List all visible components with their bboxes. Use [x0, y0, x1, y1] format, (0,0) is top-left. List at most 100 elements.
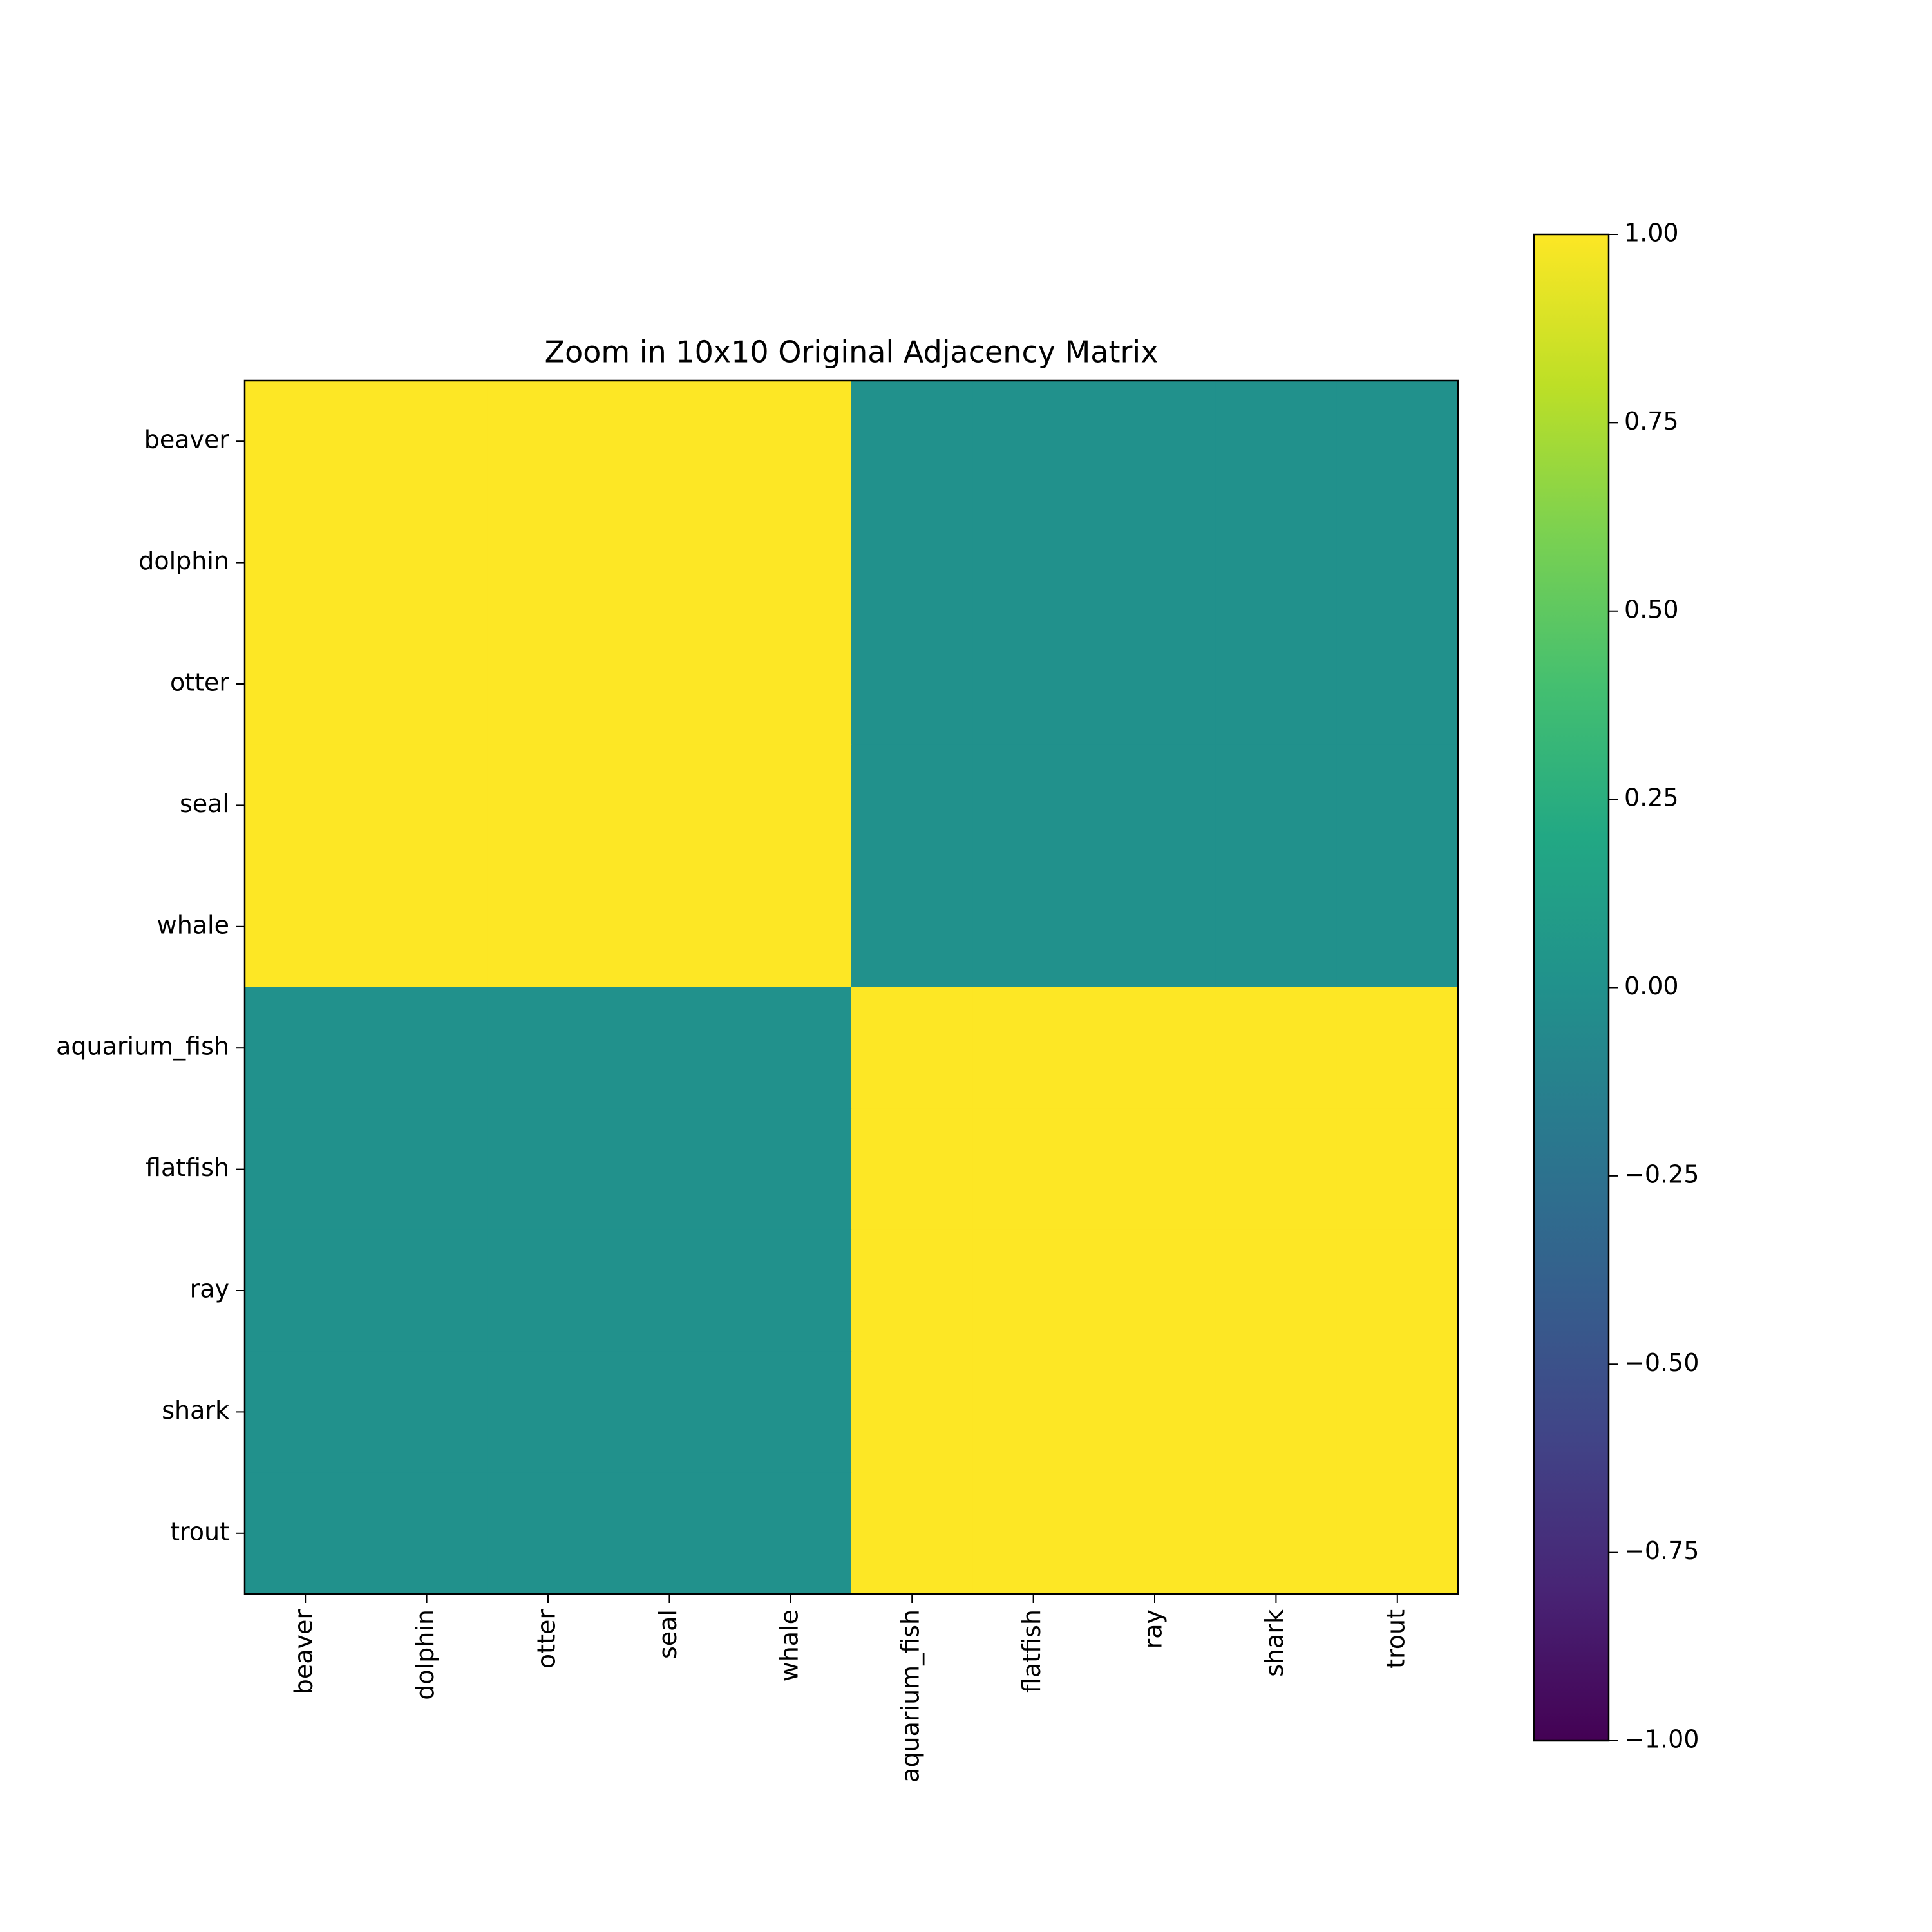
x-tick-label: ray	[1139, 1609, 1168, 1649]
heatmap-cell	[972, 623, 1095, 745]
heatmap-cell	[730, 987, 852, 1109]
heatmap-cell	[245, 987, 366, 1109]
colorbar	[1533, 233, 1610, 1742]
heatmap-cell	[851, 987, 973, 1109]
heatmap-cell	[1336, 1229, 1459, 1352]
heatmap-cell	[366, 623, 488, 745]
heatmap-cell	[366, 866, 488, 988]
heatmap-cell	[366, 1351, 488, 1473]
heatmap-cell	[366, 744, 488, 867]
x-tick-label: shark	[1260, 1609, 1289, 1677]
heatmap-cell	[609, 1108, 731, 1231]
heatmap-cell	[1094, 866, 1216, 988]
heatmap-cell	[730, 623, 852, 745]
heatmap-cell	[851, 866, 973, 988]
heatmap-cell	[972, 1108, 1095, 1231]
x-tick-label: trout	[1381, 1609, 1410, 1669]
x-tick-label: otter	[533, 1609, 561, 1669]
y-tick-label: otter	[170, 668, 229, 697]
heatmap-cell	[972, 987, 1095, 1109]
heatmap-cell	[1336, 987, 1459, 1109]
heatmap-cell	[609, 987, 731, 1109]
colorbar-tick-label: 1.00	[1624, 219, 1679, 247]
heatmap-cell	[1336, 1351, 1459, 1473]
heatmap-cell	[730, 381, 852, 502]
y-tick-label: flatfish	[146, 1153, 229, 1182]
heatmap-cell	[1336, 866, 1459, 988]
heatmap-cell	[1094, 623, 1216, 745]
colorbar-tick-label: 0.75	[1624, 407, 1679, 435]
heatmap-cell	[851, 1229, 973, 1352]
heatmap-cell	[245, 381, 366, 502]
y-tick-label: ray	[190, 1275, 229, 1303]
heatmap-cell	[366, 502, 488, 624]
heatmap-cell	[1215, 623, 1338, 745]
colorbar-tick-label: 0.50	[1624, 595, 1679, 623]
plot-frame	[243, 379, 1459, 1595]
colorbar-tick-label: −0.25	[1624, 1160, 1699, 1188]
heatmap-cell	[1215, 1229, 1338, 1352]
colorbar-tick-label: −0.75	[1624, 1537, 1699, 1565]
heatmap-cell	[487, 1229, 609, 1352]
heatmap-cell	[487, 987, 609, 1109]
heatmap-cell	[609, 1472, 731, 1595]
heatmap-cell	[487, 1472, 609, 1595]
heatmap-cell	[1094, 502, 1216, 624]
heatmap-cell	[245, 623, 366, 745]
heatmap-cell	[1336, 1472, 1459, 1595]
heatmap-cell	[730, 502, 852, 624]
heatmap-cell	[1215, 1108, 1338, 1231]
y-tick-label: whale	[157, 911, 229, 939]
colorbar-tick-label: −1.00	[1624, 1725, 1699, 1754]
heatmap-cell	[1215, 866, 1338, 988]
heatmap-cell	[1094, 1229, 1216, 1352]
heatmap-cell	[851, 381, 973, 502]
heatmap-cell	[851, 1351, 973, 1473]
heatmap-cell	[730, 744, 852, 867]
heatmap-cell	[1094, 1108, 1216, 1231]
heatmap-cell	[851, 502, 973, 624]
heatmap-cell	[730, 1108, 852, 1231]
heatmap-cell	[851, 1472, 973, 1595]
y-tick-label: shark	[162, 1396, 229, 1425]
heatmap-cell	[851, 744, 973, 867]
x-tick-label: beaver	[290, 1609, 318, 1695]
heatmap-cell	[609, 623, 731, 745]
heatmap-cell	[1094, 744, 1216, 867]
heatmap-cell	[487, 866, 609, 988]
y-tick-label: seal	[180, 790, 229, 818]
heatmap-cell	[609, 866, 731, 988]
y-tick-label: trout	[170, 1517, 229, 1546]
heatmap-cell	[1336, 502, 1459, 624]
heatmap-cell	[609, 744, 731, 867]
x-tick-label: seal	[654, 1609, 682, 1659]
heatmap-cell	[1215, 502, 1338, 624]
colorbar-tick-label: 0.00	[1624, 972, 1679, 1000]
heatmap-cell	[487, 1108, 609, 1231]
heatmap-cell	[1215, 744, 1338, 867]
y-tick-label: dolphin	[138, 547, 229, 575]
heatmap-cell	[1094, 1472, 1216, 1595]
heatmap-cell	[972, 381, 1095, 502]
heatmap-cell	[972, 866, 1095, 988]
heatmap-cell	[1215, 1351, 1338, 1473]
x-tick-label: aquarium_fish	[896, 1609, 925, 1783]
heatmap-cell	[487, 381, 609, 502]
heatmap-cell	[730, 866, 852, 988]
heatmap-cell	[730, 1472, 852, 1595]
heatmap-cell	[245, 1472, 366, 1595]
x-tick-label: dolphin	[411, 1609, 439, 1700]
heatmap-cell	[1215, 1472, 1338, 1595]
heatmap-cell	[609, 1229, 731, 1352]
heatmap-cell	[487, 623, 609, 745]
heatmap-cell	[245, 866, 366, 988]
heatmap-cell	[245, 1229, 366, 1352]
heatmap-cell	[972, 502, 1095, 624]
heatmap-cell	[487, 502, 609, 624]
heatmap-cell	[366, 1229, 488, 1352]
heatmap-cell	[366, 1108, 488, 1231]
heatmap-cell	[1215, 381, 1338, 502]
heatmap-cell	[1336, 381, 1459, 502]
y-tick-label: aquarium_fish	[56, 1032, 229, 1061]
chart-title: Zoom in 10x10 Original Adjacency Matrix	[545, 335, 1159, 370]
